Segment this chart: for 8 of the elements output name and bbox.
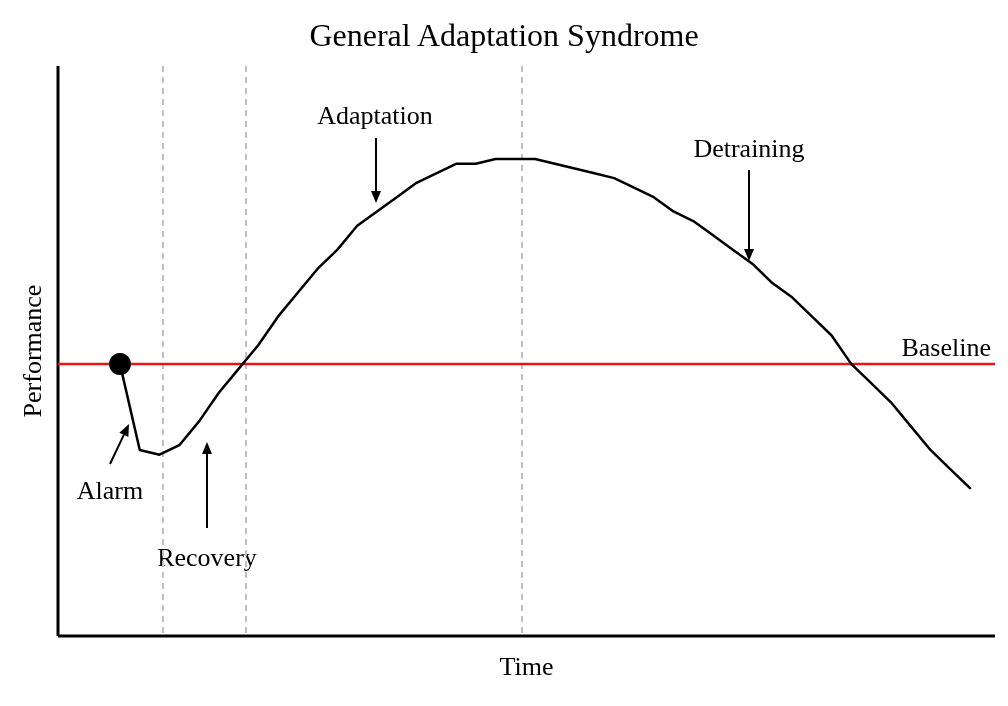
annotation: Recovery — [157, 542, 257, 572]
annotation: Alarm — [76, 475, 144, 505]
annotation: Detraining — [693, 133, 805, 163]
ref-line-label: Baseline — [901, 332, 991, 362]
chart-title: General Adaptation Syndrome — [309, 17, 699, 53]
x-axis-title: Time — [499, 651, 554, 681]
y-axis-title: Performance — [17, 284, 47, 418]
text: Adaptation — [317, 100, 433, 130]
